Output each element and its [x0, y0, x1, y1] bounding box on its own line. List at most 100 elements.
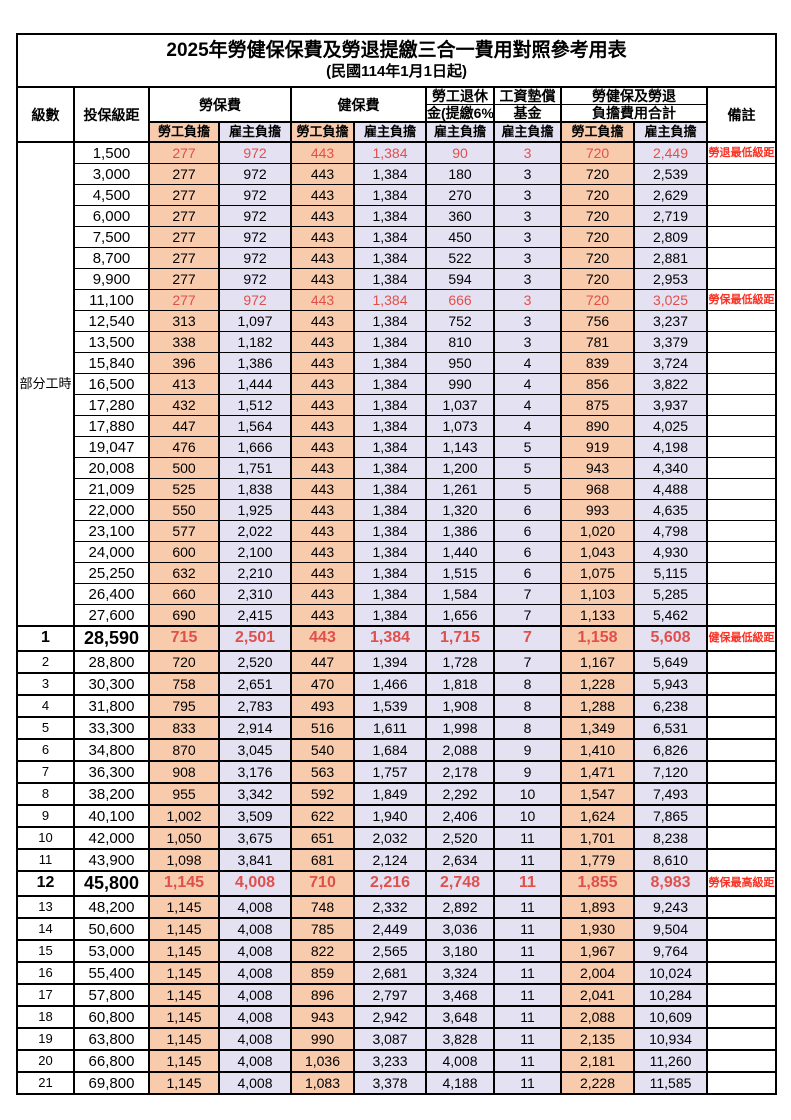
remark-cell	[705, 694, 778, 719]
table-row: 19,047 476 1,666 443 1,384 1,143 5 919 4,198	[17, 436, 778, 459]
value-cell: 9,243	[633, 895, 708, 920]
bracket-cell: 17,280	[73, 394, 150, 417]
value-cell: 2,310	[218, 583, 292, 606]
bracket-cell: 23,100	[73, 520, 150, 543]
value-cell: 2,565	[353, 939, 427, 964]
value-cell: 1,384	[353, 141, 427, 165]
value-cell: 1,320	[425, 499, 495, 522]
bracket-cell: 63,800	[73, 1027, 150, 1052]
value-cell: 525	[148, 478, 220, 501]
value-cell: 3	[493, 184, 562, 207]
value-cell: 1,998	[425, 716, 495, 741]
col-header-total-line1: 勞健保及勞退	[560, 86, 708, 106]
value-cell: 277	[148, 205, 220, 228]
value-cell: 1,440	[425, 541, 495, 564]
value-cell: 7,865	[633, 804, 708, 829]
bracket-cell: 43,900	[73, 848, 150, 873]
value-cell: 1,940	[353, 804, 427, 829]
value-cell: 839	[560, 352, 635, 375]
value-cell: 4,008	[218, 1049, 292, 1074]
value-cell: 1,384	[353, 310, 427, 333]
value-cell: 522	[425, 247, 495, 270]
bracket-cell: 7,500	[73, 226, 150, 249]
bracket-cell: 36,300	[73, 760, 150, 785]
value-cell: 476	[148, 436, 220, 459]
table-row: 6 34,800 870 3,045 540 1,684 2,088 9 1,410 6,826	[16, 738, 778, 763]
value-cell: 11	[493, 1027, 562, 1052]
value-cell: 896	[290, 983, 355, 1008]
value-cell: 7,120	[633, 760, 708, 785]
remark-cell	[705, 373, 778, 396]
value-cell: 11	[493, 961, 562, 986]
value-cell: 443	[290, 541, 355, 564]
value-cell: 2,520	[425, 826, 495, 851]
subheader-health-employee: 勞工負擔	[290, 121, 355, 144]
value-cell: 3,822	[633, 373, 708, 396]
value-cell: 2,942	[353, 1005, 427, 1030]
value-cell: 443	[290, 562, 355, 585]
bracket-cell: 26,400	[73, 583, 150, 606]
value-cell: 833	[148, 716, 220, 741]
subheader-labor-employee: 勞工負擔	[148, 121, 220, 144]
value-cell: 443	[290, 226, 355, 249]
value-cell: 3,324	[425, 961, 495, 986]
table-row: 17,880 447 1,564 443 1,384 1,073 4 890 4,025	[17, 415, 778, 438]
level-cell: 5	[16, 716, 75, 741]
remark-cell	[705, 1049, 778, 1074]
value-cell: 972	[218, 247, 292, 270]
value-cell: 715	[148, 625, 220, 653]
value-cell: 5,943	[633, 672, 708, 697]
value-cell: 277	[148, 247, 220, 270]
col-header-bracket: 投保級距	[73, 85, 150, 144]
table-row: 24,000 600 2,100 443 1,384 1,440 6 1,043 4,930	[17, 541, 778, 564]
value-cell: 5,285	[633, 583, 708, 606]
value-cell: 1,838	[218, 478, 292, 501]
table-row: 26,400 660 2,310 443 1,384 1,584 7 1,103 5,285	[17, 583, 778, 606]
value-cell: 4,198	[633, 436, 708, 459]
value-cell: 1,893	[560, 895, 635, 920]
value-cell: 4	[493, 352, 562, 375]
value-cell: 5,649	[633, 650, 708, 675]
bracket-cell: 57,800	[73, 983, 150, 1008]
bracket-cell: 25,250	[73, 562, 150, 585]
col-header-labor-insurance: 勞保費	[148, 85, 292, 124]
value-cell: 1,624	[560, 804, 635, 829]
bracket-cell: 6,000	[73, 205, 150, 228]
value-cell: 3,045	[218, 738, 292, 763]
value-cell: 890	[560, 415, 635, 438]
value-cell: 1,133	[560, 604, 635, 627]
table-row: 14 50,600 1,145 4,008 785 2,449 3,036 11 1,930 9,…	[16, 917, 778, 942]
remark-cell	[705, 247, 778, 270]
value-cell: 666	[425, 289, 495, 312]
value-cell: 2,332	[353, 895, 427, 920]
table-row: 27,600 690 2,415 443 1,384 1,656 7 1,133 5,462	[17, 604, 778, 627]
value-cell: 2,216	[353, 870, 427, 898]
level-cell: 3	[16, 672, 75, 697]
value-cell: 990	[290, 1027, 355, 1052]
value-cell: 1,002	[148, 804, 220, 829]
table-row: 16 55,400 1,145 4,008 859 2,681 3,324 11 2,004 10…	[16, 961, 778, 986]
bracket-cell: 28,590	[73, 625, 150, 653]
value-cell: 443	[290, 163, 355, 186]
bracket-cell: 20,008	[73, 457, 150, 480]
value-cell: 690	[148, 604, 220, 627]
value-cell: 720	[560, 184, 635, 207]
value-cell: 1,103	[560, 583, 635, 606]
value-cell: 2,228	[560, 1071, 635, 1096]
value-cell: 622	[290, 804, 355, 829]
page-title: 2025年勞健保保費及勞退提繳三合一費用對照參考用表	[166, 40, 627, 62]
table-row: 20 66,800 1,145 4,008 1,036 3,233 4,008 11 2,181…	[16, 1049, 778, 1074]
table-row: 7 36,300 908 3,176 563 1,757 2,178 9 1,471 7,120	[16, 760, 778, 785]
level-cell: 13	[16, 895, 75, 920]
value-cell: 6	[493, 520, 562, 543]
value-cell: 2,406	[425, 804, 495, 829]
value-cell: 795	[148, 694, 220, 719]
value-cell: 1,073	[425, 415, 495, 438]
value-cell: 1,384	[353, 289, 427, 312]
value-cell: 550	[148, 499, 220, 522]
value-cell: 11	[493, 1005, 562, 1030]
value-cell: 1,050	[148, 826, 220, 851]
value-cell: 856	[560, 373, 635, 396]
bracket-cell: 38,200	[73, 782, 150, 807]
value-cell: 3,087	[353, 1027, 427, 1052]
